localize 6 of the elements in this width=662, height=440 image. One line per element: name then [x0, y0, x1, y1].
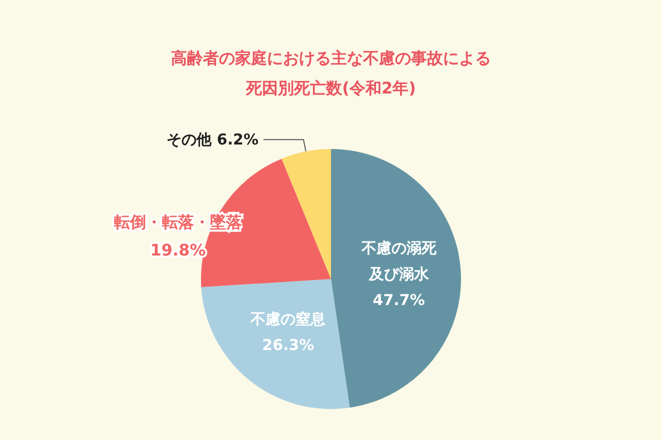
- slice-label: 不慮の溺死及び溺水: [360, 239, 438, 284]
- slice-label: 不慮の窒息: [250, 310, 327, 328]
- data-label: 47.7%: [372, 291, 425, 310]
- slice-label: その他 6.2%: [166, 130, 259, 149]
- chart-title: 高齢者の家庭における主な不慮の事故による死因別死亡数(令和2年): [171, 48, 491, 98]
- data-label: 26.3%: [262, 336, 314, 354]
